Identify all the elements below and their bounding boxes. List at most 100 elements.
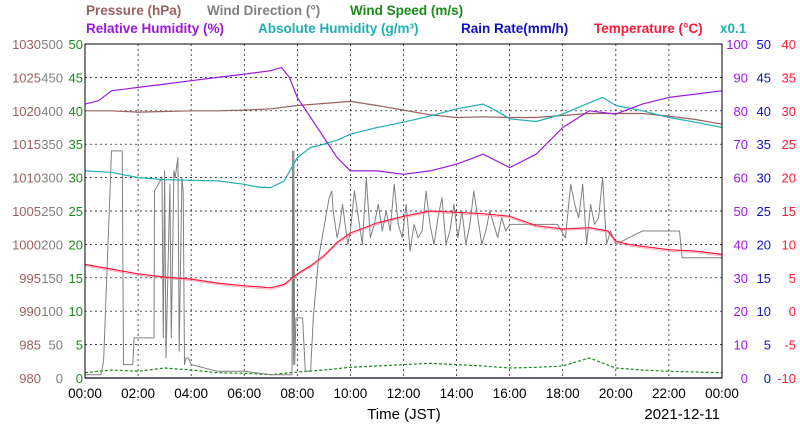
y-tick-wind_speed: 40	[69, 104, 83, 119]
y-tick-temp: -5	[784, 338, 796, 353]
y-tick-wind_dir: 300	[41, 171, 63, 186]
legend-wind-speed: Wind Speed (m/s)	[350, 3, 463, 18]
chart-date: 2021-12-11	[644, 406, 720, 423]
y-tick-rain: 5	[764, 338, 771, 353]
y-tick-wind_dir: 150	[41, 271, 63, 286]
x-tick: 00:00	[68, 386, 102, 401]
x-tick: 20:00	[599, 386, 633, 401]
x-tick: 10:00	[334, 386, 368, 401]
y-tick-wind_dir: 250	[41, 204, 63, 219]
y-tick-pressure: 1030	[12, 37, 41, 52]
x-tick: 14:00	[440, 386, 474, 401]
y-tick-rain: 10	[757, 304, 771, 319]
axis-scale-note: x0.1	[720, 21, 747, 36]
y-tick-pressure: 1020	[12, 104, 41, 119]
y-tick-temp: 5	[789, 271, 796, 286]
y-tick-rel_hum: 70	[734, 137, 748, 152]
y-tick-rain: 15	[757, 271, 771, 286]
x-tick: 06:00	[227, 386, 261, 401]
x-tick: 08:00	[280, 386, 314, 401]
y-tick-pressure: 980	[19, 371, 41, 386]
y-tick-rel_hum: 50	[734, 204, 748, 219]
x-tick: 18:00	[546, 386, 580, 401]
y-tick-temp: 40	[782, 37, 796, 52]
y-tick-wind_dir: 0	[56, 371, 63, 386]
y-tick-rel_hum: 90	[734, 70, 748, 85]
series-line-temp-shadow	[84, 212, 723, 290]
x-tick: 02:00	[121, 386, 155, 401]
y-tick-rain: 50	[757, 37, 771, 52]
y-tick-temp: 15	[782, 204, 796, 219]
legend-temperature: Temperature (°C)	[594, 21, 703, 36]
y-tick-pressure: 1000	[12, 237, 41, 252]
y-tick-wind_speed: 5	[76, 338, 83, 353]
y-tick-rain: 25	[757, 204, 771, 219]
y-tick-temp: -10	[777, 371, 796, 386]
y-tick-wind_speed: 0	[76, 371, 83, 386]
y-tick-pressure: 1015	[12, 137, 41, 152]
y-tick-wind_speed: 10	[69, 304, 83, 319]
x-tick: 22:00	[652, 386, 686, 401]
y-tick-pressure: 1005	[12, 204, 41, 219]
legend-wind-direction: Wind Direction (°)	[207, 3, 320, 18]
y-tick-rain: 20	[757, 237, 771, 252]
y-tick-pressure: 985	[19, 338, 41, 353]
y-tick-temp: 25	[782, 137, 796, 152]
series-line-abs_hum	[84, 96, 723, 189]
series-line-rel_hum	[84, 66, 723, 175]
y-tick-rel_hum: 100	[726, 37, 748, 52]
x-tick-labels: 00:00 02:00 04:00 06:00 08:00 10:00 12:00 14:00…	[68, 386, 739, 401]
grid	[85, 44, 722, 378]
y-tick-rel_hum: 10	[734, 338, 748, 353]
y-tick-rel_hum: 20	[734, 304, 748, 319]
y-tick-rain: 35	[757, 137, 771, 152]
y-tick-rain: 30	[757, 171, 771, 186]
y-tick-temp: 30	[782, 104, 796, 119]
y-tick-wind_speed: 20	[69, 237, 83, 252]
y-tick-pressure: 1010	[12, 171, 41, 186]
y-tick-temp: 35	[782, 70, 796, 85]
series-line-wind_speed	[84, 357, 723, 376]
series-lines	[84, 66, 723, 379]
y-tick-wind_speed: 30	[69, 171, 83, 186]
y-tick-wind_dir: 100	[41, 304, 63, 319]
y-tick-wind_speed: 45	[69, 70, 83, 85]
y-tick-labels: 9809859909951000100510101015102010251030…	[12, 37, 796, 386]
y-tick-wind_dir: 450	[41, 70, 63, 85]
legend-relative-humidity: Relative Humidity (%)	[86, 21, 224, 36]
y-tick-wind_dir: 350	[41, 137, 63, 152]
series-line-wind_dir	[85, 150, 722, 376]
y-tick-rel_hum: 30	[734, 271, 748, 286]
y-tick-rain: 40	[757, 104, 771, 119]
legend-rain-rate: Rain Rate(mm/h)	[461, 21, 568, 36]
y-tick-wind_speed: 15	[69, 271, 83, 286]
y-tick-pressure: 1025	[12, 70, 41, 85]
y-tick-rel_hum: 80	[734, 104, 748, 119]
y-tick-temp: 0	[789, 304, 796, 319]
y-tick-wind_speed: 35	[69, 137, 83, 152]
legend-absolute-humidity: Absolute Humidity (g/m³)	[258, 21, 419, 36]
y-tick-wind_dir: 400	[41, 104, 63, 119]
x-tick: 16:00	[493, 386, 527, 401]
y-tick-rel_hum: 60	[734, 171, 748, 186]
y-tick-rel_hum: 0	[741, 371, 748, 386]
y-tick-wind_dir: 200	[41, 237, 63, 252]
series-line-temp	[84, 210, 723, 289]
y-tick-wind_speed: 25	[69, 204, 83, 219]
y-tick-wind_dir: 500	[41, 37, 63, 52]
x-tick: 12:00	[387, 386, 421, 401]
y-tick-rain: 45	[757, 70, 771, 85]
legend-pressure: Pressure (hPa)	[86, 3, 181, 18]
y-tick-rel_hum: 40	[734, 237, 748, 252]
y-tick-wind_speed: 50	[69, 37, 83, 52]
y-tick-wind_dir: 50	[49, 338, 63, 353]
x-tick: 04:00	[174, 386, 208, 401]
y-tick-temp: 10	[782, 237, 796, 252]
x-tick: 00:00	[705, 386, 739, 401]
x-axis-label: Time (JST)	[367, 406, 441, 423]
legend: Pressure (hPa) Wind Direction (°) Wind S…	[86, 3, 747, 36]
y-tick-rain: 0	[764, 371, 771, 386]
y-tick-pressure: 990	[19, 304, 41, 319]
plot-frame	[84, 43, 723, 379]
